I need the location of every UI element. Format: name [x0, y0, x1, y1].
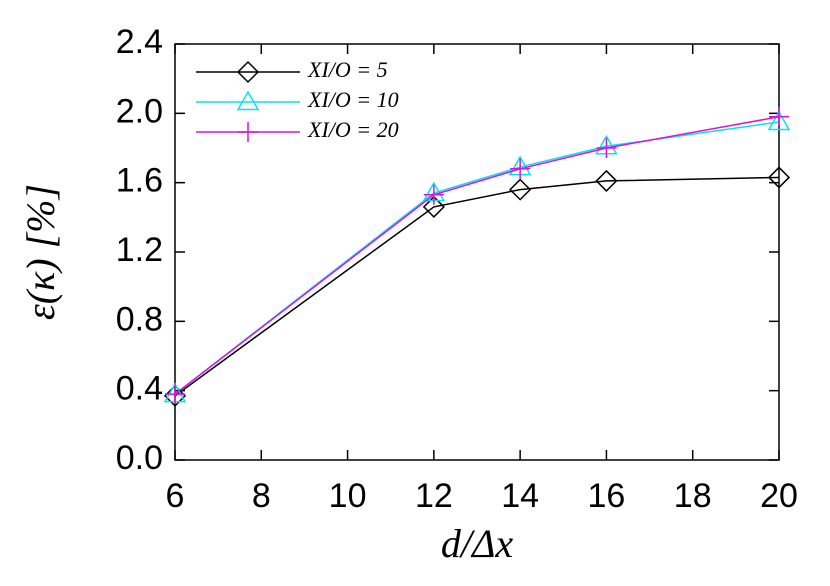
marker: [509, 178, 532, 201]
x-tick-label: 18: [674, 477, 712, 515]
marker: [767, 110, 791, 131]
legend-marker: [238, 122, 258, 142]
plot-frame: [174, 43, 780, 461]
x-axis-label: d/Δx: [441, 521, 514, 566]
series-line: [174, 121, 780, 395]
y-tick-label: 0.0: [116, 439, 163, 477]
legend-marker: [236, 60, 260, 84]
y-axis-label: ε(κ) [%]: [18, 184, 63, 320]
marker: [769, 106, 789, 127]
series-line: [174, 116, 780, 395]
y-tick-label: 0.4: [116, 370, 163, 408]
x-tick-label: 8: [252, 477, 271, 515]
marker: [422, 195, 445, 218]
y-tick-label: 2.0: [116, 92, 163, 130]
legend-marker: [236, 90, 260, 111]
legend-label: XI/O = 20: [307, 117, 399, 142]
x-tick-label: 20: [760, 477, 798, 515]
y-tick-label: 1.6: [116, 162, 163, 200]
x-tick-label: 10: [329, 477, 367, 515]
marker: [165, 384, 185, 405]
marker: [510, 158, 531, 179]
x-tick-label: 6: [166, 477, 185, 515]
marker: [596, 138, 617, 158]
marker: [767, 166, 791, 189]
y-tick-label: 0.8: [116, 300, 163, 338]
x-tick-label: 12: [415, 477, 453, 515]
x-tick-label: 14: [501, 477, 539, 515]
marker: [423, 184, 444, 205]
series-line: [174, 176, 780, 397]
marker: [595, 169, 618, 192]
legend-label: XI/O = 5: [307, 57, 388, 82]
y-tick-label: 2.4: [116, 23, 163, 61]
x-tick-label: 16: [588, 477, 626, 515]
legend-label: XI/O = 10: [307, 87, 399, 112]
marker: [163, 384, 187, 407]
y-tick-label: 1.2: [116, 231, 163, 269]
